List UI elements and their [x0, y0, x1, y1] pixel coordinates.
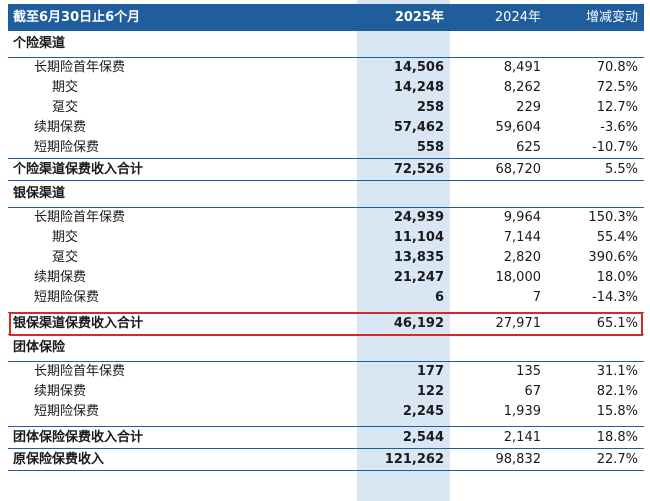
cell-2024: 625 [516, 140, 541, 155]
row-label: 续期保费 [34, 120, 87, 135]
cell-change: 55.4% [596, 230, 638, 245]
cell-change: 18.8% [547, 426, 644, 449]
cell-2025: 258 [416, 100, 444, 115]
table-row: 短期险保费 6 7 -14.3% [8, 288, 644, 308]
cell-2024: 98,832 [450, 448, 547, 471]
cell-change: 15.8% [596, 404, 638, 419]
row-label: 短期险保费 [34, 404, 100, 419]
cell-change: -10.7% [592, 140, 638, 155]
cell-2024: 7 [532, 290, 541, 305]
table-row: 长期险首年保费 24,939 9,964 150.3% [8, 208, 644, 229]
cell-2025: 121,262 [357, 448, 450, 471]
cell-2024: 27,971 [450, 312, 547, 335]
cell-change: 5.5% [547, 158, 644, 181]
total-row-bancassurance: 银保渠道保费收入合计 46,192 27,971 65.1% [8, 312, 644, 335]
row-label: 期交 [52, 230, 79, 245]
table-row: 短期险保费 558 625 -10.7% [8, 138, 644, 159]
cell-2025: 24,939 [393, 210, 444, 225]
row-label: 长期险首年保费 [34, 364, 126, 379]
table-row: 续期保费 57,462 59,604 -3.6% [8, 118, 644, 138]
cell-2024: 68,720 [450, 158, 547, 181]
cell-change: 18.0% [596, 270, 638, 285]
table-row: 长期险首年保费 14,506 8,491 70.8% [8, 58, 644, 79]
cell-2024: 1,939 [503, 404, 541, 419]
section-group: 团体保险 [8, 334, 644, 362]
cell-2024: 18,000 [495, 270, 542, 285]
row-label: 团体保险保费收入合计 [8, 426, 357, 449]
cell-change: -3.6% [600, 120, 638, 135]
row-label: 个险渠道保费收入合计 [8, 158, 357, 181]
cell-2024: 8,262 [503, 80, 541, 95]
cell-2025: 21,247 [393, 270, 444, 285]
table-row: 期交 11,104 7,144 55.4% [8, 228, 644, 248]
row-label: 续期保费 [34, 270, 87, 285]
cell-2024: 8,491 [503, 60, 541, 75]
table-row: 趸交 258 229 12.7% [8, 98, 644, 118]
cell-2025: 2,245 [402, 404, 444, 419]
cell-change: 82.1% [596, 384, 638, 399]
cell-2025: 6 [434, 290, 444, 305]
section-bancassurance: 银保渠道 [8, 180, 644, 208]
row-label: 期交 [52, 80, 79, 95]
table-row: 短期险保费 2,245 1,939 15.8% [8, 402, 644, 422]
row-label: 银保渠道保费收入合计 [8, 312, 357, 335]
section-individual: 个险渠道 [8, 31, 644, 58]
table-row: 期交 14,248 8,262 72.5% [8, 78, 644, 98]
cell-2025: 11,104 [393, 230, 444, 245]
table-row: 趸交 13,835 2,820 390.6% [8, 248, 644, 268]
header-period-label: 截至6月30日止6个月 [8, 4, 357, 31]
row-label: 长期险首年保费 [34, 60, 126, 75]
cell-2025: 57,462 [393, 120, 444, 135]
cell-2025: 13,835 [393, 250, 444, 265]
cell-2024: 229 [516, 100, 541, 115]
cell-2024: 2,141 [450, 426, 547, 449]
cell-2024: 2,820 [503, 250, 541, 265]
cell-2025: 2,544 [357, 426, 450, 449]
cell-2024: 135 [516, 364, 541, 379]
cell-change: 31.1% [596, 364, 638, 379]
cell-change: 70.8% [596, 60, 638, 75]
row-label: 续期保费 [34, 384, 87, 399]
cell-2024: 59,604 [495, 120, 542, 135]
section-title: 个险渠道 [8, 31, 644, 58]
cell-2025: 46,192 [357, 312, 450, 335]
cell-change: 390.6% [588, 250, 638, 265]
row-label: 原保险保费收入 [8, 448, 357, 471]
premium-income-table: 截至6月30日止6个月 2025年 2024年 增减变动 个险渠道 长期险首年保… [8, 4, 644, 471]
cell-2025: 14,248 [393, 80, 444, 95]
cell-2025: 14,506 [393, 60, 444, 75]
row-label: 短期险保费 [34, 140, 100, 155]
header-change: 增减变动 [547, 4, 644, 31]
table-row: 长期险首年保费 177 135 31.1% [8, 362, 644, 383]
cell-2024: 9,964 [503, 210, 541, 225]
table-row: 续期保费 21,247 18,000 18.0% [8, 268, 644, 288]
cell-2025: 558 [416, 140, 444, 155]
row-label: 趸交 [52, 250, 79, 265]
row-label: 长期险首年保费 [34, 210, 126, 225]
cell-change: 150.3% [588, 210, 638, 225]
row-label: 短期险保费 [34, 290, 100, 305]
cell-change: 65.1% [547, 312, 644, 335]
cell-change: 12.7% [596, 100, 638, 115]
table-row: 续期保费 122 67 82.1% [8, 382, 644, 402]
cell-2025: 177 [416, 364, 444, 379]
row-label: 趸交 [52, 100, 79, 115]
cell-change: 72.5% [596, 80, 638, 95]
cell-change: 22.7% [547, 448, 644, 471]
cell-2025: 122 [416, 384, 444, 399]
header-2025: 2025年 [357, 4, 450, 31]
cell-2024: 7,144 [503, 230, 541, 245]
section-title: 团体保险 [8, 334, 644, 362]
cell-change: -14.3% [592, 290, 638, 305]
header-2024: 2024年 [450, 4, 547, 31]
grand-total-row: 原保险保费收入 121,262 98,832 22.7% [8, 448, 644, 471]
cell-2024: 67 [524, 384, 541, 399]
section-title: 银保渠道 [8, 180, 644, 208]
cell-2025: 72,526 [357, 158, 450, 181]
current-year-column-highlight [357, 0, 450, 501]
table-header-row: 截至6月30日止6个月 2025年 2024年 增减变动 [8, 4, 644, 31]
total-row-individual: 个险渠道保费收入合计 72,526 68,720 5.5% [8, 158, 644, 181]
total-row-group: 团体保险保费收入合计 2,544 2,141 18.8% [8, 426, 644, 449]
